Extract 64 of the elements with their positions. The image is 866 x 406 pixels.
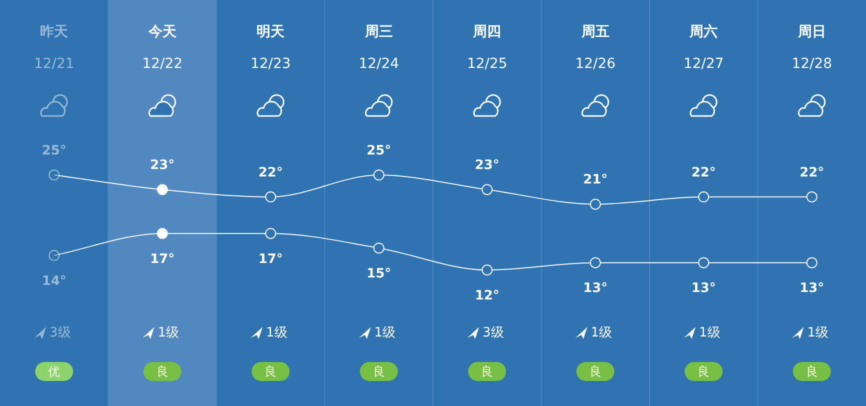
point <box>373 170 384 180</box>
point <box>590 257 601 268</box>
text: 良 <box>481 364 494 378</box>
text: 12/23 <box>250 56 291 72</box>
text: 1级 <box>590 326 612 340</box>
data-label: 14° <box>42 274 66 289</box>
point <box>806 257 818 268</box>
x-tick-label: 明天 <box>256 24 286 40</box>
text: 1级 <box>374 326 396 340</box>
text: 良 <box>372 364 385 378</box>
x-tick-label: 周五 <box>580 24 610 40</box>
text: 优 <box>48 364 60 378</box>
text: 12/25 <box>466 56 508 72</box>
text: 1级 <box>158 326 180 340</box>
text: 3级 <box>482 326 504 340</box>
x-tick-label: 周三 <box>364 24 393 40</box>
text: 12/27 <box>683 56 724 72</box>
data-label: 17° <box>258 252 283 267</box>
data-label: 22° <box>691 165 716 180</box>
point <box>482 184 493 196</box>
data-label: 23° <box>474 158 500 174</box>
point <box>590 198 601 210</box>
data-label: 13° <box>800 281 824 296</box>
data-label: 23° <box>150 158 175 174</box>
text: 12/24 <box>358 56 400 72</box>
x-tick-label: 今天 <box>147 24 178 40</box>
data-label: 25° <box>42 144 66 158</box>
data-label: 15° <box>366 266 392 282</box>
data-label: 13° <box>583 281 608 296</box>
point <box>806 191 818 202</box>
point <box>48 250 60 261</box>
data-label: 21° <box>583 172 608 188</box>
text: 良 <box>698 364 710 378</box>
text: 12/22 <box>142 56 183 72</box>
point <box>698 257 710 268</box>
text: 良 <box>589 364 602 378</box>
text: 1级 <box>698 326 720 340</box>
data-label: 12° <box>474 288 500 304</box>
x-tick-label: 昨天 <box>40 24 70 40</box>
text: 良 <box>156 364 168 378</box>
point <box>265 228 276 239</box>
data-label: 25° <box>366 144 392 158</box>
point <box>373 242 384 254</box>
x-tick-label: 周四 <box>472 24 502 40</box>
text: 良 <box>806 364 818 378</box>
text: 3级 <box>49 326 71 340</box>
text: 良 <box>264 364 277 378</box>
data-label: 17° <box>150 252 175 267</box>
text: 12/28 <box>792 56 832 72</box>
data-label: 22° <box>800 165 824 180</box>
point <box>156 184 168 196</box>
point <box>482 264 493 276</box>
data-label: 22° <box>258 165 283 180</box>
text: 1级 <box>266 326 288 340</box>
data-label: 13° <box>691 281 716 296</box>
text: 12/26 <box>575 56 616 72</box>
text: 12/21 <box>34 56 74 72</box>
point <box>48 170 60 180</box>
x-tick-label: 周六 <box>688 23 718 40</box>
point <box>265 191 276 202</box>
point <box>156 228 168 239</box>
x-tick-label: 周日 <box>796 24 826 40</box>
point <box>698 191 710 202</box>
text: 1级 <box>807 326 829 340</box>
